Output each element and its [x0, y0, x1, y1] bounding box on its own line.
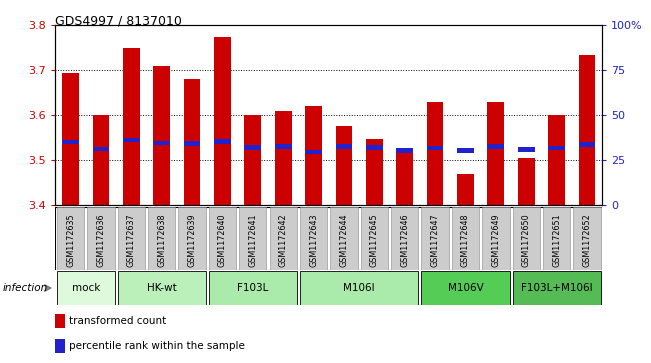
Bar [421, 207, 449, 270]
Bar [512, 207, 540, 270]
Text: GSM1172640: GSM1172640 [218, 213, 227, 267]
Bar [391, 207, 419, 270]
Text: infection: infection [3, 283, 48, 293]
Bar [427, 146, 443, 150]
Bar [57, 207, 84, 270]
Text: F103L+M106I: F103L+M106I [521, 283, 592, 293]
Bar [184, 79, 201, 205]
Text: GSM1172638: GSM1172638 [157, 213, 166, 267]
Bar [457, 174, 474, 205]
Text: GSM1172643: GSM1172643 [309, 213, 318, 267]
Bar [336, 144, 352, 149]
Text: GSM1172642: GSM1172642 [279, 213, 288, 267]
Bar [366, 139, 383, 205]
Text: M106V: M106V [448, 283, 483, 293]
Text: GSM1172639: GSM1172639 [187, 213, 197, 267]
Bar [209, 207, 236, 270]
Bar [300, 271, 419, 305]
Text: GSM1172646: GSM1172646 [400, 213, 409, 267]
Bar [118, 271, 206, 305]
Text: GSM1172645: GSM1172645 [370, 213, 379, 267]
Bar [118, 207, 145, 270]
Text: F103L: F103L [237, 283, 268, 293]
Bar [305, 106, 322, 205]
Bar [55, 339, 65, 353]
Bar [330, 207, 357, 270]
Bar [244, 145, 261, 150]
Bar [92, 115, 109, 205]
Text: HK-wt: HK-wt [146, 283, 176, 293]
Bar [336, 126, 352, 205]
Text: GSM1172652: GSM1172652 [583, 213, 592, 267]
Text: M106I: M106I [343, 283, 375, 293]
Text: GSM1172649: GSM1172649 [492, 213, 501, 267]
Text: GSM1172636: GSM1172636 [96, 213, 105, 267]
Bar [482, 207, 510, 270]
Bar [488, 102, 504, 205]
Text: GSM1172644: GSM1172644 [339, 213, 348, 267]
Bar [512, 271, 601, 305]
Text: GDS4997 / 8137010: GDS4997 / 8137010 [55, 15, 182, 28]
Bar [457, 148, 474, 152]
Bar [300, 207, 327, 270]
Bar [239, 207, 266, 270]
Bar [55, 314, 65, 328]
Bar [87, 207, 115, 270]
Bar [548, 146, 565, 150]
Text: GSM1172641: GSM1172641 [248, 213, 257, 267]
Bar [543, 207, 570, 270]
Bar [154, 141, 170, 145]
Bar [214, 37, 230, 205]
Text: GSM1172648: GSM1172648 [461, 213, 470, 267]
Text: mock: mock [72, 283, 100, 293]
Bar [579, 142, 596, 147]
Bar [275, 111, 292, 205]
Bar [123, 138, 139, 142]
Text: GSM1172647: GSM1172647 [430, 213, 439, 267]
Bar [214, 139, 230, 143]
Bar [57, 271, 115, 305]
Bar [305, 150, 322, 154]
Bar [361, 207, 388, 270]
Bar [548, 115, 565, 205]
Text: GSM1172637: GSM1172637 [127, 213, 136, 267]
Bar [178, 207, 206, 270]
Bar [518, 158, 534, 205]
Bar [275, 144, 292, 149]
Bar [148, 207, 175, 270]
Bar [518, 147, 534, 152]
Bar [209, 271, 297, 305]
Bar [92, 147, 109, 151]
Bar [396, 149, 413, 205]
Text: GSM1172651: GSM1172651 [552, 213, 561, 267]
Text: GSM1172650: GSM1172650 [521, 213, 531, 267]
Bar [574, 207, 601, 270]
Text: transformed count: transformed count [69, 316, 166, 326]
Bar [244, 115, 261, 205]
Bar [270, 207, 297, 270]
Text: GSM1172635: GSM1172635 [66, 213, 75, 267]
Bar [396, 148, 413, 153]
Bar [452, 207, 479, 270]
Bar [488, 144, 504, 149]
Bar [184, 141, 201, 146]
Bar [123, 48, 140, 205]
Bar [427, 102, 443, 205]
Bar [579, 54, 596, 205]
Bar [366, 145, 383, 150]
Bar [62, 140, 79, 144]
Bar [154, 66, 170, 205]
Bar [62, 73, 79, 205]
Text: percentile rank within the sample: percentile rank within the sample [69, 341, 245, 351]
Bar [421, 271, 510, 305]
